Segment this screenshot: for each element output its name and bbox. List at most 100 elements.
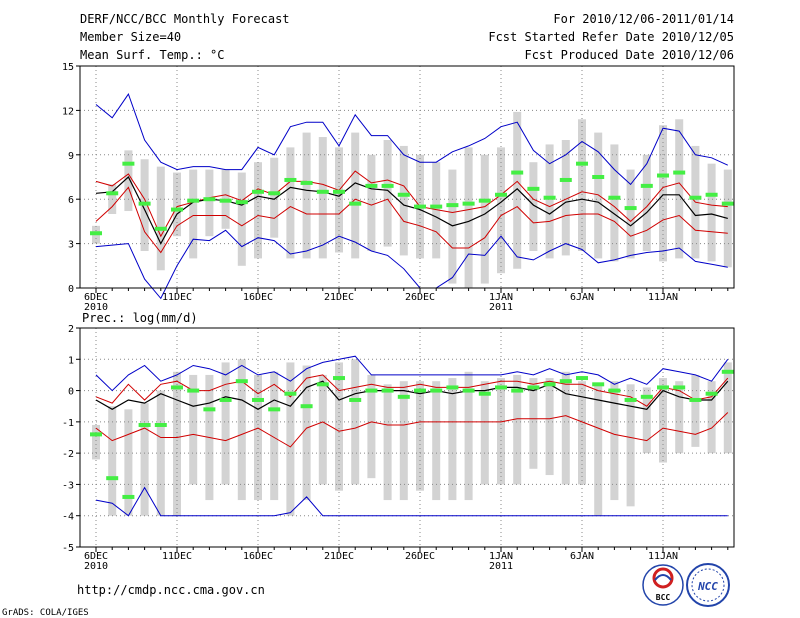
observed-marker-31 (592, 175, 605, 179)
box-33 (626, 384, 635, 507)
box-38 (707, 381, 716, 454)
plot-frame (79, 65, 735, 289)
box-12 (286, 147, 295, 259)
observed-marker-23 (462, 201, 475, 206)
box-16 (351, 132, 360, 259)
box-15 (335, 362, 343, 491)
observed-marker-4 (154, 422, 167, 427)
observed-marker-38 (705, 192, 718, 197)
observed-marker-11 (268, 191, 281, 196)
y-tick-label-5: -3 (62, 480, 74, 491)
observed-marker-14 (316, 189, 329, 194)
x-tick-label-7: 11JAN (648, 292, 678, 303)
observed-marker-13 (300, 180, 313, 185)
observed-marker-18 (381, 183, 394, 188)
observed-marker-36 (673, 170, 686, 175)
x-tick-label-2: 16DEC (243, 292, 273, 303)
observed-marker-17 (365, 388, 378, 393)
x-tick-label-3: 21DEC (324, 292, 354, 303)
precip-label: Prec.: log(mm/d) (82, 311, 198, 325)
chart-title: DERF/NCC/BCC Monthly Forecast (80, 12, 290, 26)
x-tick-label-5: 1JAN (489, 292, 513, 303)
box-7 (205, 169, 214, 237)
box-36 (675, 119, 684, 259)
box-24 (480, 381, 489, 485)
observed-marker-24 (478, 391, 491, 396)
q1-line (95, 186, 728, 254)
box-1 (108, 406, 117, 516)
y-tick-label-4: 3 (68, 240, 74, 251)
box-29 (561, 371, 570, 485)
box-14 (318, 374, 327, 485)
observed-marker-5 (171, 207, 183, 212)
box-23 (464, 147, 473, 288)
box-12 (286, 362, 295, 516)
observed-marker-33 (624, 397, 637, 402)
observed-marker-30 (576, 376, 588, 381)
box-4 (156, 166, 165, 271)
box-19 (399, 381, 408, 501)
x-tick-label-1: 11DEC (162, 292, 192, 303)
x-year-label-0: 2010 (84, 561, 108, 572)
observed-marker-33 (624, 206, 637, 211)
box-5 (173, 172, 181, 237)
y-tick-label-5: 0 (68, 284, 74, 295)
observed-marker-0 (90, 432, 102, 437)
box-26 (513, 111, 522, 269)
observed-marker-17 (365, 183, 378, 188)
observed-marker-26 (511, 388, 524, 393)
box-27 (529, 378, 538, 469)
box-13 (302, 365, 311, 501)
observed-marker-5 (171, 385, 183, 390)
x-tick-label-0: 6DEC (84, 292, 108, 303)
box-11 (270, 371, 279, 501)
fcst-produced-date: Fcst Produced Date 2010/12/06 (524, 48, 734, 62)
box-34 (642, 154, 651, 251)
observed-marker-8 (219, 397, 232, 402)
box-5 (173, 371, 181, 516)
observed-marker-7 (203, 407, 216, 412)
x-tick-label-4: 26DEC (405, 292, 435, 303)
observed-marker-28 (543, 382, 556, 387)
box-18 (383, 140, 392, 247)
y-tick-label-3: 6 (68, 195, 74, 206)
observed-marker-11 (268, 407, 281, 412)
observed-marker-6 (187, 388, 200, 393)
observed-marker-15 (333, 189, 345, 194)
x-year-label-1: 2011 (489, 561, 513, 572)
observed-marker-35 (657, 173, 669, 178)
observed-marker-12 (284, 391, 297, 396)
x-tick-label-2: 16DEC (243, 551, 273, 562)
box-18 (383, 384, 392, 501)
observed-marker-18 (381, 388, 394, 393)
box-34 (642, 387, 651, 454)
observed-marker-38 (705, 391, 718, 396)
box-33 (626, 169, 635, 259)
box-6 (189, 374, 198, 485)
box-22 (448, 378, 457, 501)
observed-marker-36 (673, 385, 686, 390)
box-8 (221, 362, 230, 485)
observed-marker-23 (462, 388, 475, 393)
observed-marker-21 (430, 388, 443, 393)
observed-marker-3 (138, 422, 151, 427)
x-year-label-0: 2010 (84, 302, 108, 313)
y-tick-label-2: 0 (68, 387, 74, 398)
observed-marker-1 (106, 191, 119, 196)
observed-marker-14 (316, 382, 329, 387)
box-24 (480, 154, 489, 284)
observed-marker-37 (689, 195, 702, 200)
box-16 (351, 359, 360, 485)
box-14 (318, 137, 327, 259)
box-17 (367, 154, 376, 251)
box-2 (124, 150, 133, 212)
plot-frame (79, 327, 735, 548)
observed-marker-34 (640, 394, 653, 399)
box-2 (124, 409, 133, 516)
bcc-logo: BCC (642, 564, 684, 606)
box-13 (302, 132, 311, 259)
box-15 (335, 147, 343, 253)
variable-label: Mean Surf. Temp.: °C (80, 48, 225, 62)
observed-marker-20 (414, 388, 426, 393)
observed-marker-4 (154, 226, 167, 231)
